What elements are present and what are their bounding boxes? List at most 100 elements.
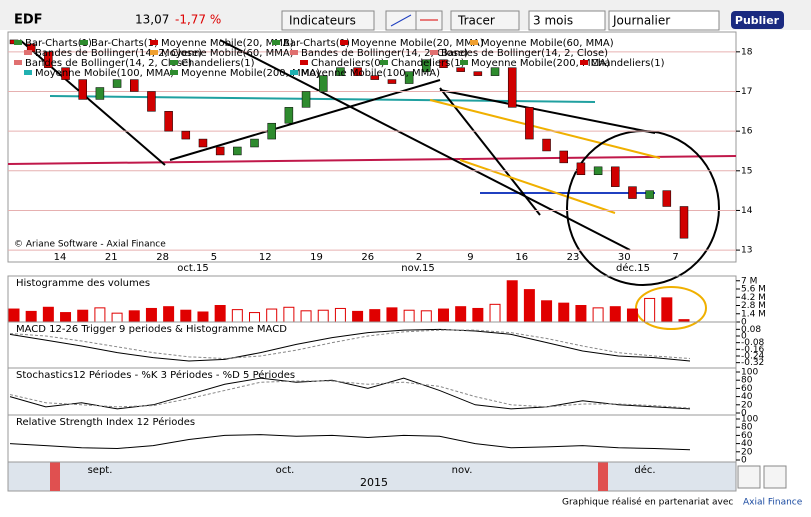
candle [576, 162, 586, 176]
legend-swatch [430, 50, 438, 55]
x-tick-label: 30 [618, 252, 631, 263]
symbol: EDF [14, 13, 43, 28]
volume-bar [644, 297, 656, 323]
volume-bar [283, 306, 295, 323]
draw-button[interactable] [450, 10, 520, 31]
legend-swatch [580, 60, 588, 65]
legend-entry: Bar-Charts(1) [91, 38, 158, 49]
x-tick-label: 21 [105, 252, 118, 263]
legend-entry: Chandeliers(1) [391, 58, 465, 69]
indicators-button[interactable] [281, 10, 375, 31]
volume-bar [609, 306, 621, 323]
y-tick-label: 40 [741, 439, 753, 449]
candle [679, 206, 689, 239]
volume-bar [180, 309, 192, 323]
legend-entry: Chandeliers(1) [591, 58, 665, 69]
candle [181, 130, 191, 140]
legend-swatch [290, 50, 298, 55]
candle [353, 67, 362, 76]
legend-entry: Bandes de Bollinger(14, 2, Close) [441, 48, 608, 59]
y-tick-label: 4.2 M [741, 293, 766, 303]
y-tick-label: -0.24 [741, 352, 765, 362]
y-tick-label: 14 [741, 206, 753, 216]
trend-line [439, 89, 656, 134]
legend-entry: Chandeliers(1) [181, 58, 255, 69]
candle [215, 146, 225, 156]
publish-label: Publier [735, 14, 780, 27]
volume-bar [163, 306, 175, 323]
y-tick-label: 60 [741, 431, 753, 441]
y-tick-label: -0.32 [741, 358, 764, 368]
candle [147, 91, 156, 112]
volume-bar [558, 302, 570, 323]
nav-year: 2015 [360, 476, 388, 489]
x-tick-label: 12 [259, 252, 272, 263]
candle [233, 146, 242, 156]
nav-month: oct. [276, 465, 295, 476]
x-tick-label: 19 [310, 252, 323, 263]
arrow-line [459, 159, 616, 214]
x-tick-label: 28 [156, 252, 169, 263]
volume-bar [300, 310, 312, 323]
candle [422, 59, 431, 72]
candle [95, 87, 105, 100]
period-label: 3 mois [533, 14, 573, 28]
month-label: déc.15 [616, 262, 650, 274]
y-tick-label: 15 [741, 166, 752, 176]
volume-bar [8, 308, 20, 323]
y-tick-label: 13 [741, 246, 752, 256]
indicator-line [9, 329, 691, 360]
navigator [7, 461, 737, 492]
legend-entry: Moyenne Mobile(200, MMA) [471, 58, 610, 69]
volume-bar [214, 305, 226, 323]
candle [112, 79, 122, 88]
drawings [7, 39, 737, 330]
h-line [49, 95, 596, 103]
y-tick-label: 17 [741, 87, 752, 97]
nav-month: nov. [452, 465, 473, 476]
indicator-line [9, 380, 691, 409]
publish-button[interactable] [731, 11, 784, 29]
y-tick-label: 20 [741, 447, 753, 457]
zoom-button[interactable] [737, 465, 761, 489]
x-tick-label: 23 [567, 252, 580, 263]
nav-handle[interactable] [50, 462, 60, 491]
legend-swatch [150, 40, 158, 45]
x-tick-label: 9 [467, 252, 473, 263]
volume-bar [77, 309, 89, 323]
y-tick-label: 100 [741, 368, 758, 378]
zoom-button[interactable] [763, 465, 787, 489]
nav-handle[interactable] [598, 462, 608, 491]
indicator-line [9, 377, 691, 410]
candle [404, 71, 414, 84]
legend-swatch [14, 60, 22, 65]
y-tick-label: 2.8 M [741, 301, 766, 311]
volume-bar [489, 303, 501, 323]
volume-bar [369, 309, 381, 323]
indicator-line [9, 434, 691, 451]
copyright: © Ariane Software - Axial Finance [14, 240, 166, 250]
legend-swatch [80, 40, 88, 45]
volume-bar [94, 307, 106, 323]
volume-bar [128, 310, 140, 323]
volume-bar [403, 309, 415, 323]
footer-link[interactable]: Axial Finance [743, 498, 803, 508]
legend-swatch [470, 40, 478, 45]
h-line [7, 155, 737, 165]
legend-entry: Moyenne Mobile(60, MMA) [481, 38, 614, 49]
candle [284, 107, 294, 124]
legend-swatch [170, 60, 178, 65]
candle [130, 79, 139, 92]
change: -1,77 % [175, 13, 221, 27]
candle [507, 67, 517, 108]
legend-swatch [272, 40, 280, 45]
candle [198, 138, 208, 148]
panel-title: MACD 12-26 Trigger 9 periodes & Histogra… [16, 324, 287, 335]
y-tick-label: 0 [741, 318, 747, 328]
candle [387, 79, 397, 84]
legend-swatch [150, 50, 158, 55]
candle [542, 138, 551, 152]
volume-bar [145, 307, 157, 323]
period-select[interactable] [528, 10, 606, 31]
interval-select[interactable] [608, 10, 720, 31]
